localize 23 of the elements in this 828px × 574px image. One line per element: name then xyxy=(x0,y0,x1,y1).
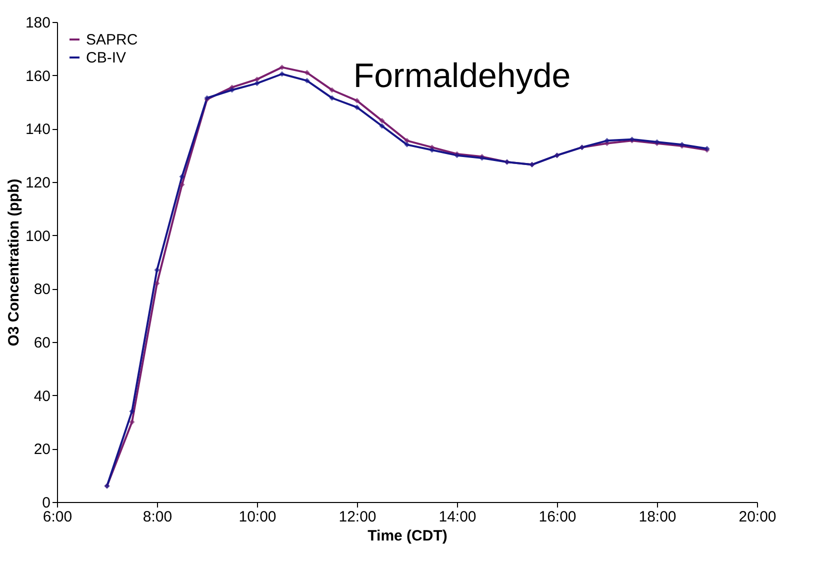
x-tick-label: 8:00 xyxy=(142,508,172,526)
y-tick-label: 40 xyxy=(34,388,50,405)
x-tick-label: 12:00 xyxy=(338,508,376,526)
y-tick-label: 160 xyxy=(25,68,50,85)
y-tick-label: 180 xyxy=(25,14,50,32)
x-axis-title: Time (CDT) xyxy=(368,528,448,544)
y-axis-title: O3 Concentration (ppb) xyxy=(5,178,22,346)
x-tick-label: 14:00 xyxy=(438,508,476,526)
x-tick-label: 10:00 xyxy=(238,508,276,526)
annotation: Formaldehyde xyxy=(353,57,571,95)
y-tick-label: 120 xyxy=(25,174,50,192)
y-tick-label: 0 xyxy=(42,494,50,512)
y-tick-label: 140 xyxy=(25,121,50,138)
x-tick-label: 18:00 xyxy=(638,508,676,526)
y-tick-label: 80 xyxy=(34,281,50,298)
x-tick-label: 6:00 xyxy=(42,508,72,526)
x-tick-label: 16:00 xyxy=(538,508,576,526)
y-tick-label: 20 xyxy=(34,441,50,458)
y-tick-label: 60 xyxy=(34,334,50,352)
legend-label: CB-IV xyxy=(86,50,126,66)
legend-label: SAPRC xyxy=(86,32,138,48)
y-tick-label: 100 xyxy=(25,228,50,245)
x-tick-label: 20:00 xyxy=(738,508,776,526)
